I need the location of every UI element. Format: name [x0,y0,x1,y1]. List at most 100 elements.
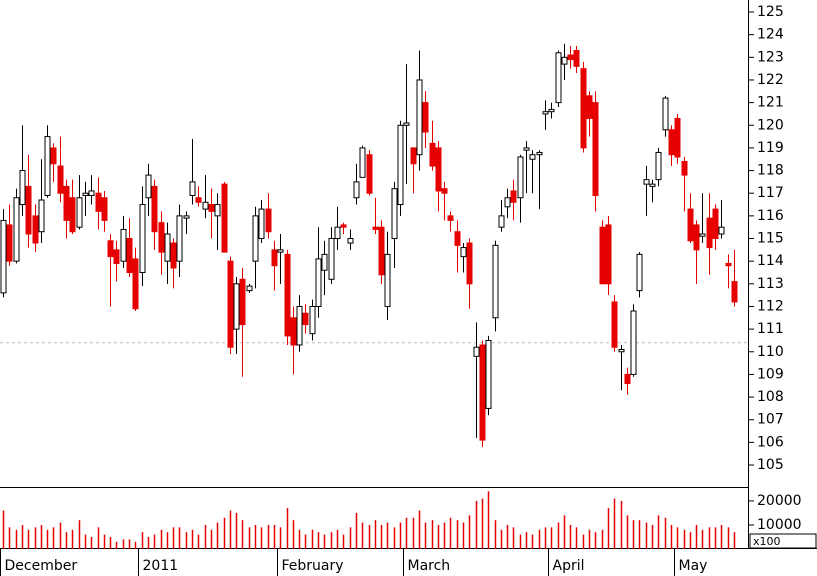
volume-bar [254,524,257,549]
volume-bar [304,534,307,549]
volume-bar [689,532,692,549]
unit-box [749,533,817,549]
volume-bar [336,529,339,549]
candle-body [302,312,309,326]
candle-body [265,208,272,233]
volume-bar [670,524,673,549]
volume-bar [311,529,314,549]
volume-bar [525,532,528,549]
candle-body [32,215,39,244]
volume-bar [361,522,364,549]
volume-bar [456,520,459,549]
volume-bar [701,529,704,549]
volume-bar [197,534,200,549]
volume-bar [191,529,194,549]
candle-body [567,54,574,61]
volume-unit: x100 [753,535,781,548]
volume-bar [21,524,24,549]
volume-bar [317,532,320,549]
candle-body [120,228,127,262]
volume-bar [166,532,169,549]
volume-bar [632,520,635,549]
volume-bar [8,527,11,549]
volume-bar [645,522,648,549]
volume-bar [538,529,541,549]
volume-bar [330,532,333,549]
volume-bar [380,524,383,549]
candle-body [712,208,719,240]
volume-bar [550,527,553,549]
candle-body [246,285,253,292]
candle-body [586,95,593,119]
candle-body [208,204,215,212]
volume-bar [128,539,131,549]
candle-body [573,50,580,67]
volume-tick-label: 20000 [757,493,802,509]
candle-body [258,208,265,240]
volume-bar [34,527,37,549]
candle-body [321,253,328,271]
candle-body [82,192,89,196]
y-tick-label: 107 [757,412,784,428]
volume-bar [657,515,660,549]
volume-bar [65,532,68,549]
y-tick-label: 115 [757,231,784,247]
candle-body [13,197,20,262]
y-tick-label: 116 [757,208,784,224]
volume-bar [59,522,62,549]
volume-bar [626,515,629,549]
volume-bar [97,527,100,549]
candle-body [328,238,335,280]
candle-body [492,244,499,319]
volume-bar [241,520,244,549]
candle-body [611,301,618,348]
candle-body [649,183,656,187]
volume-bar [720,524,723,549]
volume-bar [178,527,181,549]
volume-bar [292,520,295,549]
candle-body [88,190,95,196]
volume-bar [78,520,81,549]
candle-body [113,249,120,264]
volume-bar [248,527,251,549]
y-tick-label: 119 [757,140,784,156]
candle-body [378,226,385,276]
candle-body [460,247,467,258]
y-tick-label: 117 [757,185,784,201]
volume-bar [52,527,55,549]
candle-body [164,233,171,262]
candle-body [132,258,139,310]
volume-bar [620,500,623,549]
candle-body [397,124,404,206]
candle-body [542,111,549,115]
candle-body [643,179,650,185]
volume-bar [40,524,43,549]
x-tick-label: March [408,558,451,574]
candle-body [706,217,713,249]
volume-bar [115,541,118,549]
candle-body [441,188,448,194]
candle-body [699,233,706,237]
volume-bar [613,498,616,549]
candle-body [718,226,725,235]
volume-bar [71,529,74,549]
volume-bar [204,524,207,549]
volume-bar [267,524,270,549]
volume-bar [582,534,585,549]
candle-body [725,262,732,267]
volume-bar [512,527,515,549]
volume-bar [229,510,232,549]
volume-bar [103,534,106,549]
volume-bar [134,541,137,549]
volume-bar [412,517,415,549]
candle-body [435,147,442,192]
candle-body [454,231,461,246]
volume-bar [651,524,654,549]
candle-body [605,224,612,285]
candle-body [473,346,480,357]
candle-body [372,226,379,230]
candle-body [6,224,13,262]
candle-body [170,242,177,269]
x-tick-label: 2011 [143,558,179,574]
volume-bar [349,527,352,549]
